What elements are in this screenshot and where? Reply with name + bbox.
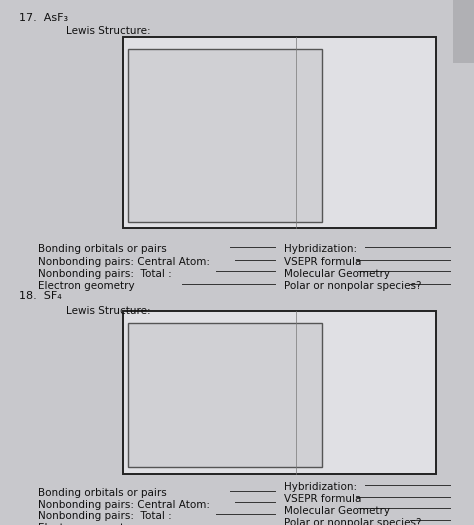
Bar	[128, 323, 322, 467]
Text: Lewis Structure:: Lewis Structure:	[66, 306, 151, 316]
Text: Nonbonding pairs: Central Atom:: Nonbonding pairs: Central Atom:	[38, 500, 210, 510]
Bar	[453, 0, 474, 63]
Text: Hybridization:: Hybridization:	[284, 244, 357, 254]
Bar	[123, 311, 436, 474]
Bar	[123, 37, 436, 228]
Text: Nonbonding pairs:  Total :: Nonbonding pairs: Total :	[38, 269, 172, 279]
Text: Polar or nonpolar species?: Polar or nonpolar species?	[284, 281, 422, 291]
Text: VSEPR formula: VSEPR formula	[284, 257, 362, 267]
Text: Molecular Geometry: Molecular Geometry	[284, 269, 391, 279]
Bar	[128, 49, 322, 222]
Text: Electron geometry: Electron geometry	[38, 281, 135, 291]
Text: Molecular Geometry: Molecular Geometry	[284, 506, 391, 516]
Text: 17.  AsF₃: 17. AsF₃	[19, 13, 68, 23]
Text: VSEPR formula: VSEPR formula	[284, 494, 362, 504]
Text: 18.  SF₄: 18. SF₄	[19, 291, 62, 301]
Text: Nonbonding pairs: Central Atom:: Nonbonding pairs: Central Atom:	[38, 257, 210, 267]
Text: Lewis Structure:: Lewis Structure:	[66, 26, 151, 36]
Text: Hybridization:: Hybridization:	[284, 482, 357, 492]
Text: Nonbonding pairs:  Total :: Nonbonding pairs: Total :	[38, 511, 172, 521]
Text: Bonding orbitals or pairs: Bonding orbitals or pairs	[38, 244, 167, 254]
Text: Electron geometry: Electron geometry	[38, 523, 135, 525]
Text: Polar or nonpolar species?: Polar or nonpolar species?	[284, 518, 422, 525]
Text: Bonding orbitals or pairs: Bonding orbitals or pairs	[38, 488, 167, 498]
